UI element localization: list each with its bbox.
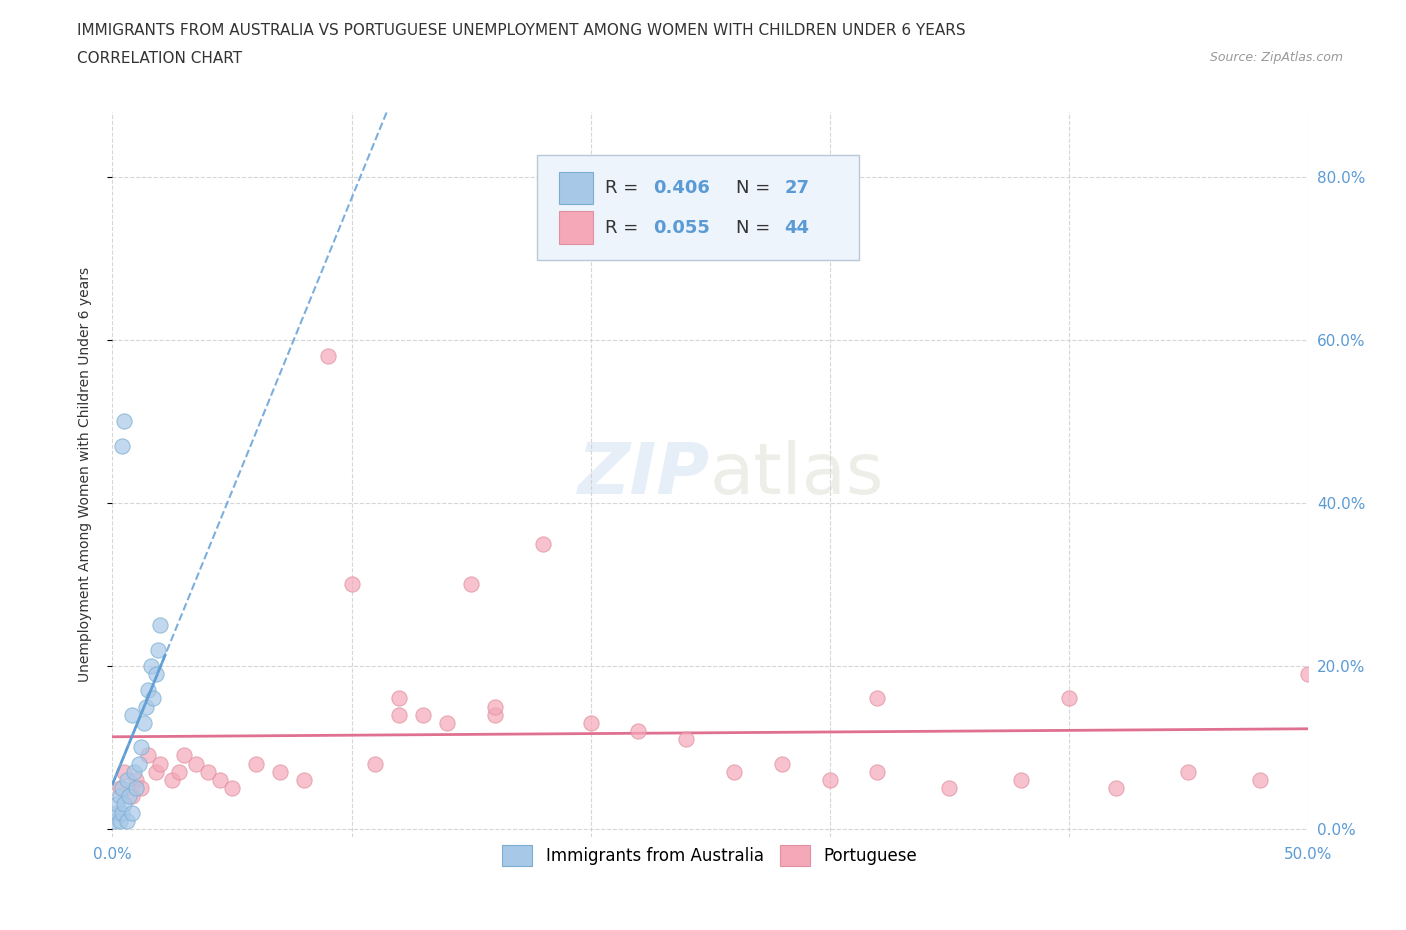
Point	[484, 708, 506, 723]
Point	[121, 805, 143, 820]
Point	[125, 780, 148, 795]
Point	[1105, 780, 1128, 795]
Point	[173, 748, 195, 763]
Point	[866, 764, 889, 779]
Point	[132, 715, 155, 730]
Text: R =: R =	[605, 179, 644, 197]
Point	[388, 691, 411, 706]
Point	[770, 756, 793, 771]
Point	[484, 699, 506, 714]
Point	[412, 708, 434, 723]
Point	[186, 756, 208, 771]
Point	[138, 683, 160, 698]
Point	[115, 773, 138, 788]
Point	[162, 773, 183, 788]
Point	[114, 764, 135, 779]
Point	[340, 577, 363, 591]
Point	[579, 715, 602, 730]
Text: 27: 27	[785, 179, 808, 197]
Point	[149, 618, 172, 632]
Point	[129, 740, 152, 755]
Point	[1010, 773, 1032, 788]
Point	[1249, 773, 1271, 788]
Point	[122, 764, 145, 779]
Y-axis label: Unemployment Among Women with Children Under 6 years: Unemployment Among Women with Children U…	[77, 267, 91, 682]
Point	[129, 780, 152, 795]
Point	[138, 748, 160, 763]
Point	[1177, 764, 1199, 779]
Point	[818, 773, 841, 788]
Point	[118, 789, 141, 804]
Point	[292, 773, 315, 788]
Point	[108, 813, 131, 828]
Text: CORRELATION CHART: CORRELATION CHART	[77, 51, 242, 66]
Point	[149, 756, 172, 771]
Point	[145, 764, 167, 779]
Point	[364, 756, 387, 771]
Point	[866, 691, 889, 706]
FancyBboxPatch shape	[537, 155, 859, 260]
Point	[125, 773, 148, 788]
Legend: Immigrants from Australia, Portuguese: Immigrants from Australia, Portuguese	[496, 839, 924, 872]
Point	[388, 708, 411, 723]
Point	[146, 642, 169, 657]
Text: IMMIGRANTS FROM AUSTRALIA VS PORTUGUESE UNEMPLOYMENT AMONG WOMEN WITH CHILDREN U: IMMIGRANTS FROM AUSTRALIA VS PORTUGUESE …	[77, 23, 966, 38]
Point	[111, 780, 134, 795]
Point	[128, 756, 150, 771]
Text: 0.055: 0.055	[652, 219, 710, 236]
Text: Source: ZipAtlas.com: Source: ZipAtlas.com	[1209, 51, 1343, 64]
Point	[108, 789, 131, 804]
Point	[316, 349, 339, 364]
Point	[139, 658, 162, 673]
Text: N =: N =	[737, 219, 776, 236]
Point	[1296, 667, 1319, 682]
Point	[115, 813, 138, 828]
Point	[121, 789, 143, 804]
Point	[111, 438, 134, 453]
Text: 44: 44	[785, 219, 808, 236]
Point	[135, 699, 157, 714]
Point	[938, 780, 960, 795]
Text: N =: N =	[737, 179, 776, 197]
Point	[627, 724, 650, 738]
Text: 0.406: 0.406	[652, 179, 710, 197]
Point	[197, 764, 219, 779]
Point	[723, 764, 745, 779]
Point	[105, 805, 128, 820]
Point	[114, 797, 135, 812]
Text: atlas: atlas	[710, 440, 884, 509]
Point	[436, 715, 458, 730]
Text: ZIP: ZIP	[578, 440, 710, 509]
Point	[169, 764, 191, 779]
Text: R =: R =	[605, 219, 644, 236]
Point	[108, 780, 131, 795]
Point	[105, 797, 128, 812]
Point	[675, 732, 697, 747]
Point	[460, 577, 482, 591]
Point	[121, 708, 143, 723]
Point	[221, 780, 243, 795]
Point	[145, 667, 167, 682]
Point	[209, 773, 232, 788]
Point	[104, 813, 127, 828]
Point	[1057, 691, 1080, 706]
Point	[531, 536, 554, 551]
Point	[114, 414, 135, 429]
Bar	[560, 172, 593, 205]
Point	[142, 691, 165, 706]
Bar	[560, 211, 593, 244]
Point	[245, 756, 267, 771]
Point	[269, 764, 291, 779]
Point	[111, 805, 134, 820]
